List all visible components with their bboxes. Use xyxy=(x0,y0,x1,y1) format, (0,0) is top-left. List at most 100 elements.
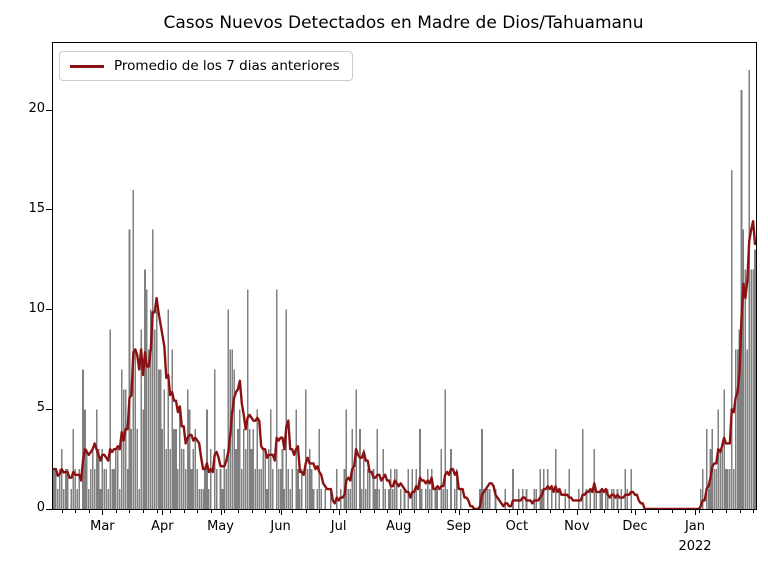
bar xyxy=(60,449,63,509)
bar xyxy=(504,489,507,509)
x-axis-minor-tick xyxy=(712,509,714,513)
x-axis-major-tick xyxy=(102,509,104,515)
bar xyxy=(275,289,278,509)
bar xyxy=(347,489,350,509)
bar xyxy=(279,469,282,509)
bar xyxy=(312,489,315,509)
plot-area: Promedio de los 7 dias anteriores 0 5 10 15… xyxy=(28,42,757,554)
bar xyxy=(150,309,152,509)
bar xyxy=(155,309,158,509)
bar xyxy=(568,469,570,509)
x-axis-minor-tick xyxy=(156,509,158,513)
bar xyxy=(196,469,199,509)
bar xyxy=(372,469,375,509)
bar xyxy=(719,449,721,509)
bar xyxy=(295,409,297,509)
bar xyxy=(308,449,311,509)
x-axis-month-label: Jun xyxy=(270,519,291,534)
bar xyxy=(144,269,146,509)
bar xyxy=(241,469,243,509)
bar xyxy=(440,449,443,509)
x-axis-minor-tick xyxy=(725,509,727,513)
bar xyxy=(117,449,119,509)
bar xyxy=(376,429,379,509)
bar xyxy=(188,409,191,509)
bar xyxy=(736,349,739,509)
x-axis-minor-tick xyxy=(631,509,633,513)
x-axis-month-label: Apr xyxy=(151,519,174,534)
x-axis-minor-tick xyxy=(563,509,565,513)
bar xyxy=(179,409,181,509)
bar xyxy=(281,449,284,509)
x-axis-minor-tick xyxy=(753,509,755,513)
bar xyxy=(107,489,109,509)
bar xyxy=(732,469,735,509)
bar xyxy=(242,429,245,509)
bar xyxy=(550,489,553,509)
x-axis-minor-tick xyxy=(549,509,551,513)
bar xyxy=(237,429,239,509)
bar xyxy=(715,469,718,509)
bar xyxy=(626,489,629,509)
x-axis-month-label: Sep xyxy=(446,519,471,534)
x-axis-minor-tick xyxy=(251,509,253,513)
x-axis-minor-tick xyxy=(739,509,741,513)
bar xyxy=(306,469,309,509)
x-axis-minor-tick xyxy=(658,509,660,513)
bar xyxy=(200,489,202,509)
bar xyxy=(225,469,228,509)
x-axis-minor-tick xyxy=(454,509,456,513)
legend-label: Promedio de los 7 dias anteriores xyxy=(114,58,340,74)
bar xyxy=(353,469,355,509)
bar xyxy=(171,349,173,509)
x-axis-minor-tick xyxy=(522,509,524,513)
bar xyxy=(146,289,148,509)
bar xyxy=(512,469,514,509)
bar xyxy=(359,429,361,509)
bar xyxy=(297,469,299,509)
x-axis-major-tick xyxy=(162,509,164,515)
bar xyxy=(169,449,171,509)
bar xyxy=(717,409,720,509)
bar xyxy=(111,469,113,509)
bar xyxy=(165,449,168,509)
bar xyxy=(53,469,55,509)
bar xyxy=(723,389,725,509)
bar xyxy=(88,489,90,509)
bar xyxy=(256,409,259,509)
bar xyxy=(394,469,396,509)
bar xyxy=(366,469,369,509)
bar xyxy=(190,469,193,509)
y-axis-tick xyxy=(46,209,52,211)
x-axis-minor-tick xyxy=(685,509,687,513)
bar xyxy=(204,469,206,509)
bar xyxy=(738,329,741,509)
bar xyxy=(455,469,458,509)
bar xyxy=(742,229,745,509)
bar xyxy=(486,489,489,509)
bar xyxy=(219,469,222,509)
bar xyxy=(62,489,65,509)
bar xyxy=(368,469,371,509)
x-axis-minor-tick xyxy=(305,509,307,513)
x-axis-minor-tick xyxy=(143,509,145,513)
bar xyxy=(734,349,737,509)
bar xyxy=(103,469,106,509)
bar xyxy=(57,489,59,509)
legend-line-swatch xyxy=(70,64,104,68)
bar xyxy=(148,349,150,509)
bar xyxy=(481,429,483,509)
bar xyxy=(128,229,131,509)
bar xyxy=(725,469,727,509)
bar xyxy=(330,489,332,509)
bar xyxy=(163,389,166,509)
bar xyxy=(419,429,421,509)
y-axis-tick xyxy=(46,309,52,310)
bar xyxy=(95,409,98,509)
bar xyxy=(93,469,96,509)
x-axis-minor-tick xyxy=(495,509,497,513)
x-axis-month-label: Jan xyxy=(684,519,705,534)
seven-day-average-line xyxy=(53,219,756,509)
bar xyxy=(730,169,733,509)
bar xyxy=(746,349,749,509)
